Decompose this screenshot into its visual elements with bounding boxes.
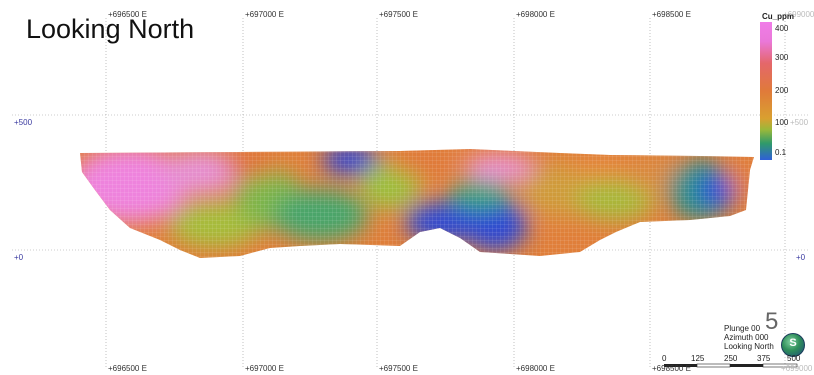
top-axis-label: +697500 E bbox=[379, 10, 418, 19]
bottom-axis-label: +698500 E bbox=[652, 364, 691, 373]
legend-tick: 300 bbox=[775, 53, 789, 62]
top-axis-label: +699000 bbox=[783, 10, 814, 19]
plunge-label: Plunge 00 bbox=[724, 324, 761, 333]
top-axis-label: +698500 E bbox=[652, 10, 691, 19]
top-axis-label: +696500 E bbox=[108, 10, 147, 19]
bottom-axis-label: +697500 E bbox=[379, 364, 418, 373]
page-number: 5 bbox=[765, 308, 779, 335]
bottom-axis-label: +696500 E bbox=[108, 364, 147, 373]
azimuth-label: Azimuth 000 bbox=[724, 333, 769, 342]
bottom-axis-label: +697000 E bbox=[245, 364, 284, 373]
view-orientation-info: Plunge 00 Azimuth 000 Looking North bbox=[724, 324, 774, 351]
scale-label: 250 bbox=[724, 354, 738, 363]
scale-label: 125 bbox=[691, 354, 705, 363]
top-axis-label: +698000 E bbox=[516, 10, 555, 19]
scale-label: 500 bbox=[787, 354, 801, 363]
legend-tick: 0.1 bbox=[775, 148, 787, 157]
view-title: Looking North bbox=[26, 14, 195, 44]
scale-bar-graphic bbox=[664, 363, 798, 368]
legend-tick: 200 bbox=[775, 86, 789, 95]
looking-label: Looking North bbox=[724, 342, 774, 351]
right-elevation-label: +0 bbox=[796, 253, 806, 262]
grade-model bbox=[80, 149, 754, 258]
legend-tick: 100 bbox=[775, 118, 789, 127]
scale-label: 0 bbox=[662, 354, 667, 363]
compass-letter: S bbox=[789, 337, 797, 349]
left-elevation-label: +500 bbox=[14, 118, 33, 127]
legend-color-ramp bbox=[760, 22, 772, 160]
top-axis-label: +697000 E bbox=[245, 10, 284, 19]
bottom-axis-label: +698000 E bbox=[516, 364, 555, 373]
bottom-axis-label: +699000 bbox=[781, 364, 813, 373]
right-elevation-label: +500 bbox=[790, 118, 809, 127]
compass-icon: S bbox=[781, 333, 805, 357]
legend-title: Cu_ppm bbox=[762, 12, 794, 21]
legend-tick: 400 bbox=[775, 24, 789, 33]
left-elevation-label: +0 bbox=[14, 253, 24, 262]
scale-label: 375 bbox=[757, 354, 771, 363]
